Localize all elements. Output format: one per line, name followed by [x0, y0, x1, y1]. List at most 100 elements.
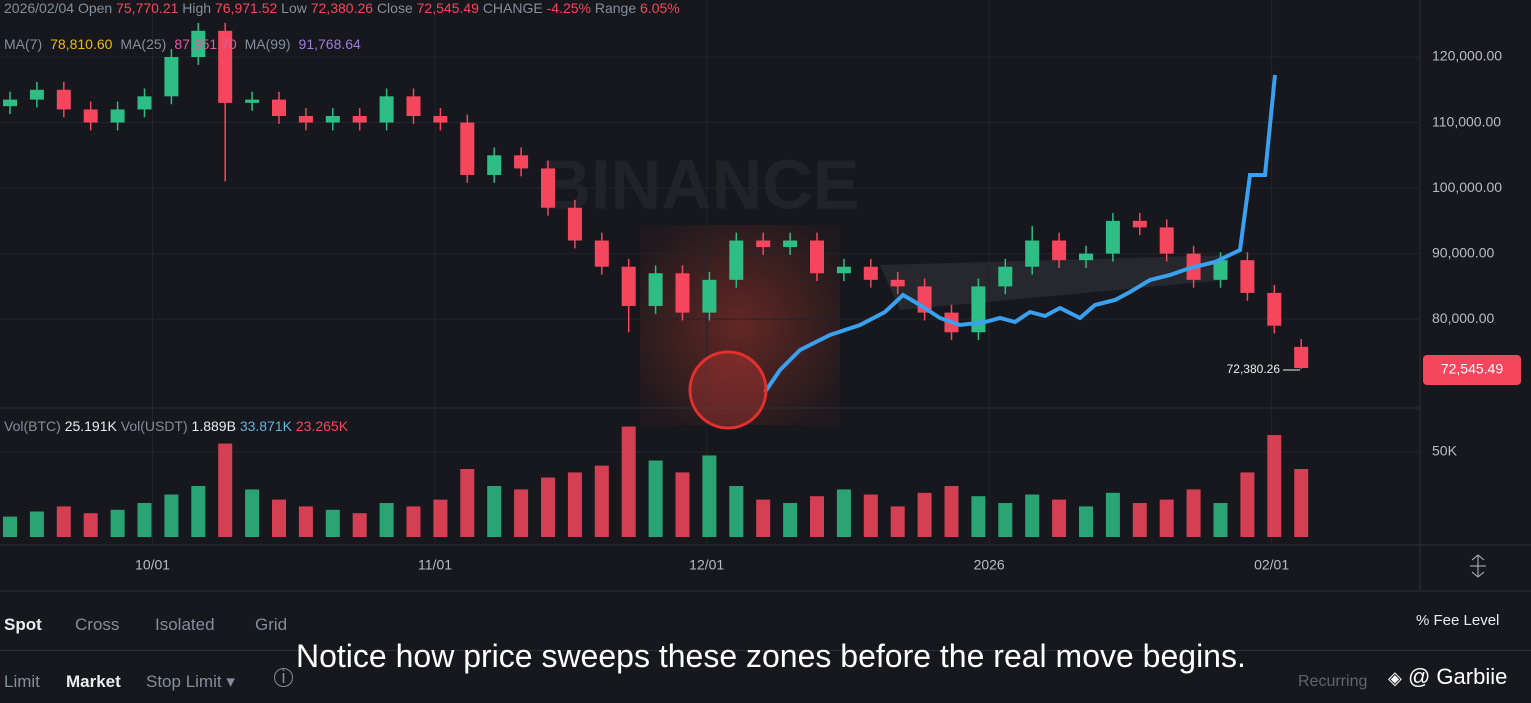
candle-body [1213, 260, 1228, 280]
volume-bar [998, 503, 1013, 537]
ohlc-value: -4.25% [546, 0, 591, 16]
volume-bar [890, 506, 905, 537]
volume-tick-label: 50K [1432, 443, 1458, 459]
volume-bar [3, 516, 17, 537]
volume-bar [702, 455, 717, 537]
y-tick-label: 90,000.00 [1432, 244, 1494, 260]
candle-body [379, 96, 394, 123]
candle-body [621, 266, 636, 307]
volume-bar [1105, 492, 1120, 537]
candle-body [890, 279, 905, 287]
tab[interactable]: Grid [255, 615, 288, 634]
tab[interactable]: Cross [75, 615, 120, 634]
candle-body [702, 279, 717, 313]
ohlc-label: Close [376, 0, 413, 16]
y-tick-label: 110,000.00 [1432, 113, 1501, 129]
order-type[interactable]: Limit [4, 672, 40, 691]
x-tick-label: 11/01 [418, 557, 452, 573]
credit: ◈ @ Garbiie [1388, 664, 1508, 689]
fee-level[interactable]: % Fee Level [1416, 612, 1500, 629]
range-zone [880, 255, 1230, 310]
order-type[interactable]: Market [66, 672, 121, 691]
ohlc-value: 76,971.52 [214, 0, 278, 16]
candle-body [863, 266, 878, 280]
candle-body [1294, 346, 1309, 369]
volume-bar [298, 506, 313, 537]
volume-bar [594, 465, 609, 537]
candle-body [1267, 292, 1282, 326]
ohlc-bar: 2026/02/04 Open 75,770.21 High 76,971.52… [4, 0, 680, 16]
candle-body [648, 273, 663, 307]
candle-body [245, 99, 260, 103]
fee-level-label: Fee Level [1433, 612, 1500, 629]
ohlc-value: 72,380.26 [310, 0, 374, 16]
volume-bar [325, 509, 340, 537]
candle-body [218, 30, 233, 103]
volume-legend: Vol(BTC) 25.191K Vol(USDT) 1.889B 33.871… [4, 418, 348, 434]
candle-body [272, 99, 286, 116]
ohlc-label: CHANGE [482, 0, 543, 16]
highlight-circle [688, 350, 768, 430]
vol-ma-value: 33.871K [239, 418, 292, 434]
ohlc-value: 6.05% [640, 0, 680, 16]
candle-body [1052, 240, 1067, 261]
candle-body [1159, 227, 1174, 254]
volume-bar [1240, 472, 1255, 537]
volume-bar [971, 496, 986, 537]
volume-bar [1025, 494, 1040, 537]
x-tick-label: 12/01 [689, 557, 724, 573]
volume-bar [29, 511, 44, 537]
volume-bar [218, 443, 233, 537]
ohlc-date: 2026/02/04 [4, 0, 75, 16]
volume-bar [675, 472, 690, 537]
volume-bar [783, 503, 798, 537]
volume-bar [406, 506, 421, 537]
volume-bar [863, 494, 878, 537]
candle-body [729, 240, 744, 280]
scale-icon[interactable] [1470, 554, 1486, 578]
volume-bar [1159, 499, 1174, 537]
candle-body [1025, 240, 1040, 267]
candle-body [1079, 253, 1093, 261]
volume-bar [1213, 503, 1228, 537]
volume-bar [541, 477, 555, 537]
candle-body [137, 96, 152, 110]
tab[interactable]: Isolated [155, 615, 215, 634]
volume-bar [944, 486, 959, 537]
y-tick-label: 120,000.00 [1432, 48, 1502, 64]
volume-bar [1186, 489, 1201, 537]
candle-body [594, 240, 609, 267]
candle-body [83, 109, 98, 123]
volume-bar [621, 426, 636, 537]
x-tick-label: 02/01 [1254, 557, 1289, 573]
candle-body [460, 122, 475, 175]
ohlc-label: Open [77, 0, 113, 16]
info-icon[interactable]: i [274, 668, 293, 687]
candle-body [1240, 260, 1255, 293]
volume-bar [460, 469, 475, 537]
volume-bar [514, 489, 529, 537]
price-tag [1423, 355, 1521, 385]
candle-body [675, 273, 690, 313]
candle-body [514, 155, 529, 169]
volume-bar [1132, 503, 1147, 537]
candle-body [298, 115, 313, 123]
tab[interactable]: Spot [4, 615, 42, 634]
volume-bar [836, 489, 851, 537]
ma-name: MA(7) [4, 36, 43, 52]
vol-value: 1.889B [191, 418, 236, 434]
candle-body [433, 115, 448, 123]
order-type[interactable]: Stop Limit ▾ [146, 672, 235, 691]
vol-value: 25.191K [64, 418, 117, 434]
watermark: BINANCE [541, 145, 860, 223]
recurring[interactable]: Recurring [1298, 673, 1368, 690]
candle-body [998, 266, 1013, 287]
volume-bar [83, 513, 98, 537]
candle-body [810, 240, 824, 274]
caption: Notice how price sweeps these zones befo… [296, 638, 1246, 674]
ohlc-label: Low [281, 0, 307, 16]
volume-bar [56, 506, 71, 537]
volume-bar [729, 486, 744, 537]
ohlc-label: Range [594, 0, 637, 16]
